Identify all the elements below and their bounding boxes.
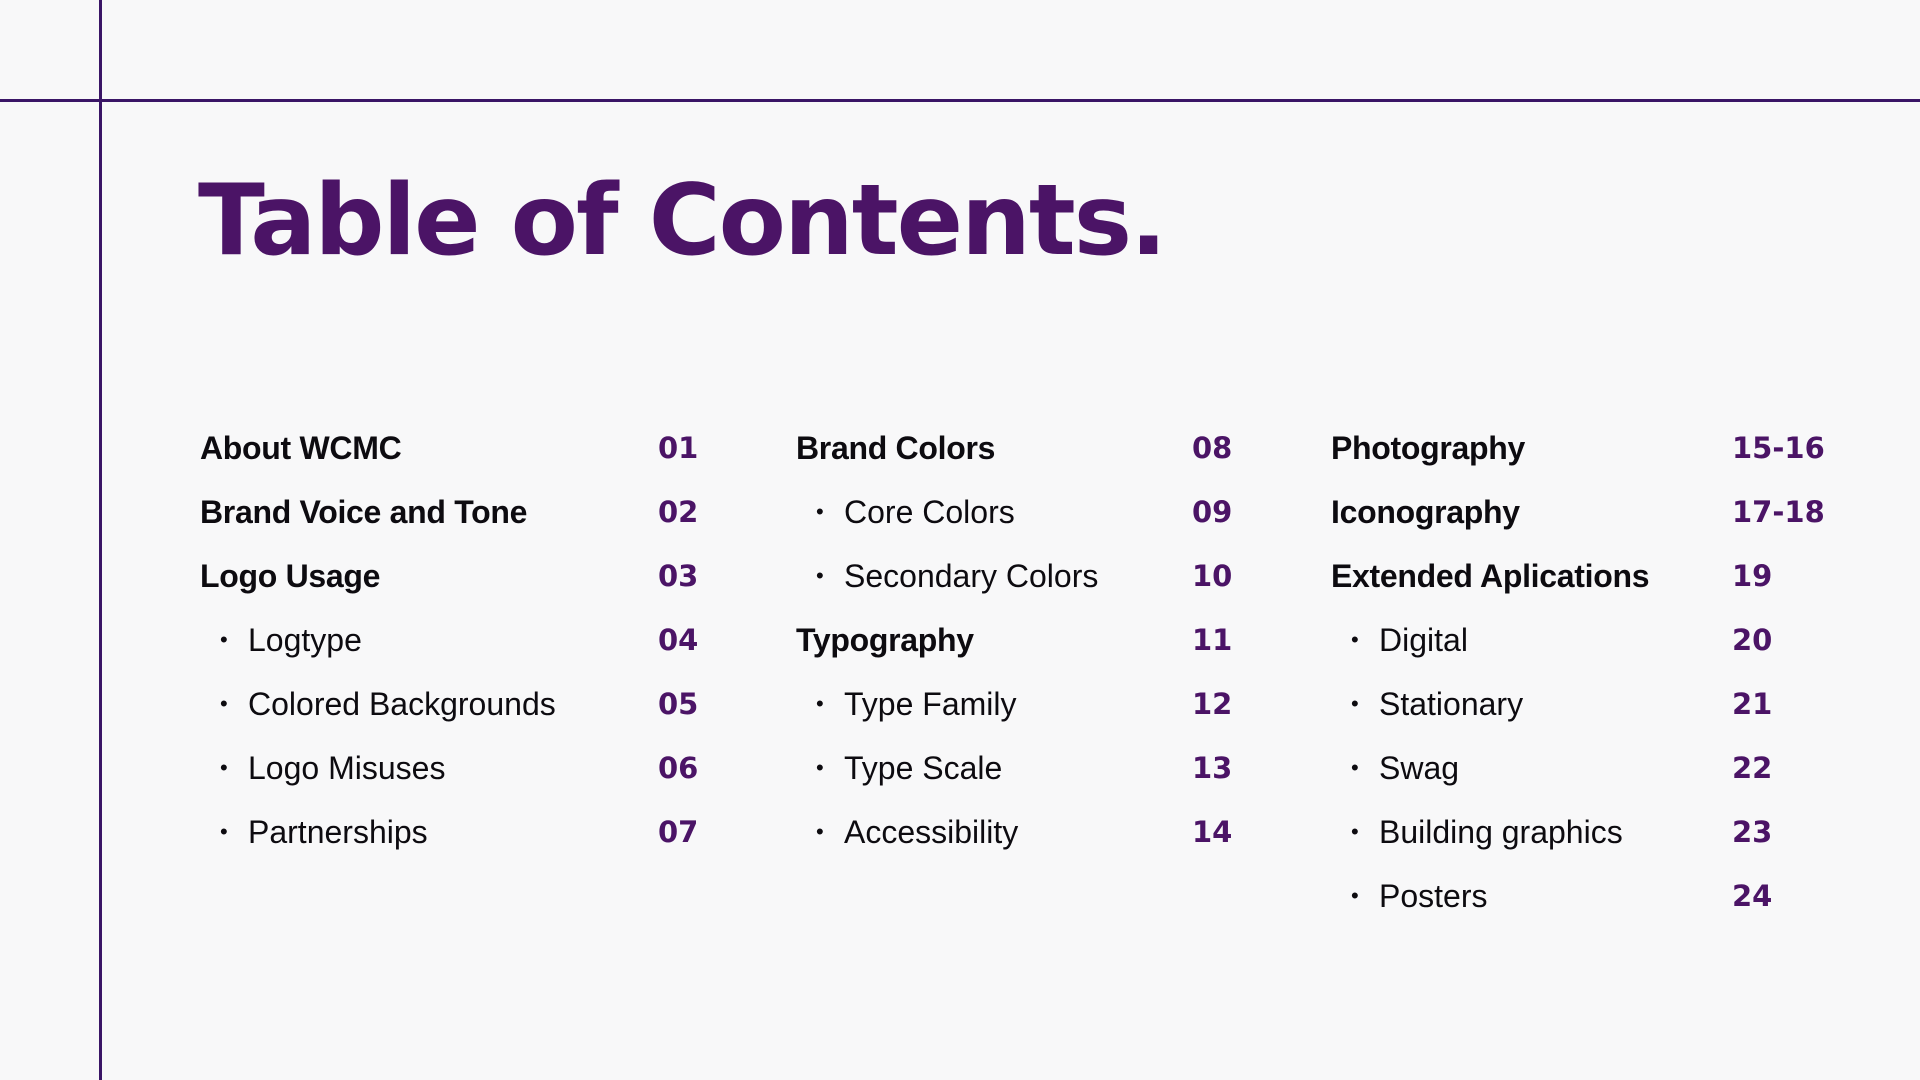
toc-entry[interactable]: Photography 15-16 — [1331, 416, 1825, 480]
toc-column-2: Brand Colors 08 • Core Colors 09 • Secon… — [796, 416, 1233, 864]
bullet-icon: • — [1351, 819, 1359, 844]
toc-subentry-label: Partnerships — [248, 814, 428, 850]
toc-page-number: 21 — [1732, 687, 1773, 721]
toc-entry-label: Brand Colors — [796, 430, 996, 466]
toc-subentry[interactable]: • Type Scale 13 — [796, 736, 1233, 800]
toc-page-number: 07 — [658, 815, 699, 849]
toc-entry-label: Brand Voice and Tone — [200, 494, 528, 530]
bullet-icon: • — [1351, 883, 1359, 908]
toc-subentry-label: Stationary — [1379, 686, 1524, 722]
toc-page-number: 12 — [1192, 687, 1233, 721]
bullet-icon: • — [220, 627, 228, 652]
toc-entry-label: Typography — [796, 622, 974, 658]
toc-subentry-label: Logo Misuses — [248, 750, 446, 786]
toc-subentry[interactable]: • Accessibility 14 — [796, 800, 1233, 864]
bullet-icon: • — [816, 691, 824, 716]
toc-entry[interactable]: Brand Voice and Tone 02 — [200, 480, 699, 544]
toc-subentry[interactable]: • Building graphics 23 — [1331, 800, 1816, 864]
toc-subentry-label: Logtype — [248, 622, 362, 658]
toc-entry-label: Extended Aplications — [1331, 558, 1650, 594]
bullet-icon: • — [220, 755, 228, 780]
toc-page-number: 13 — [1192, 751, 1233, 785]
toc-entry-label: Iconography — [1331, 494, 1520, 530]
toc-subentry[interactable]: • Swag 22 — [1331, 736, 1816, 800]
toc-page-number: 19 — [1732, 559, 1773, 593]
toc-subentry-label: Digital — [1379, 622, 1468, 658]
toc-subentry[interactable]: • Partnerships 07 — [200, 800, 699, 864]
toc-subentry-label: Building graphics — [1379, 814, 1623, 850]
toc-entry[interactable]: Typography 11 — [796, 608, 1233, 672]
page-title: Table of Contents. — [198, 164, 1167, 278]
bullet-icon: • — [1351, 755, 1359, 780]
toc-entry[interactable]: About WCMC 01 — [200, 416, 699, 480]
toc-subentry-label: Colored Backgrounds — [248, 686, 556, 722]
toc-page-number: 11 — [1192, 623, 1233, 657]
toc-column-3: Photography 15-16 Iconography 17-18 Exte… — [1331, 416, 1825, 928]
toc-page-number: 04 — [658, 623, 699, 657]
toc-page-number: 20 — [1732, 623, 1773, 657]
toc-subentry-label: Type Scale — [844, 750, 1003, 786]
toc-entry-label: About WCMC — [200, 430, 402, 466]
toc-page-number: 01 — [658, 431, 699, 465]
horizontal-rule — [0, 99, 1920, 102]
toc-page-number: 23 — [1732, 815, 1773, 849]
bullet-icon: • — [1351, 691, 1359, 716]
toc-entry[interactable]: Logo Usage 03 — [200, 544, 699, 608]
toc-subentry-label: Swag — [1379, 750, 1460, 786]
bullet-icon: • — [816, 499, 824, 524]
toc-subentry[interactable]: • Logo Misuses 06 — [200, 736, 699, 800]
bullet-icon: • — [816, 819, 824, 844]
toc-page-number: 15-16 — [1732, 431, 1825, 465]
toc-subentry-label: Accessibility — [844, 814, 1019, 850]
toc-page-number: 06 — [658, 751, 699, 785]
toc-entry[interactable]: Extended Aplications 19 — [1331, 544, 1816, 608]
toc-page-number: 03 — [658, 559, 699, 593]
bullet-icon: • — [816, 755, 824, 780]
toc-page-number: 02 — [658, 495, 699, 529]
toc-entry[interactable]: Brand Colors 08 — [796, 416, 1233, 480]
toc-subentry[interactable]: • Stationary 21 — [1331, 672, 1816, 736]
toc-subentry[interactable]: • Logtype 04 — [200, 608, 699, 672]
toc-subentry[interactable]: • Secondary Colors 10 — [796, 544, 1233, 608]
toc-subentry[interactable]: • Colored Backgrounds 05 — [200, 672, 699, 736]
toc-page-number: 09 — [1192, 495, 1233, 529]
toc-page-number: 22 — [1732, 751, 1773, 785]
toc-page-number: 05 — [658, 687, 699, 721]
toc-entry[interactable]: Iconography 17-18 — [1331, 480, 1825, 544]
bullet-icon: • — [1351, 627, 1359, 652]
toc-subentry[interactable]: • Posters 24 — [1331, 864, 1816, 928]
toc-subentry-label: Type Family — [844, 686, 1017, 722]
vertical-rule — [99, 0, 102, 1080]
toc-page-number: 10 — [1192, 559, 1233, 593]
toc-entry-label: Logo Usage — [200, 558, 381, 594]
toc-subentry-label: Core Colors — [844, 494, 1015, 530]
toc-column-1: About WCMC 01 Brand Voice and Tone 02 Lo… — [200, 416, 699, 864]
toc-page-number: 08 — [1192, 431, 1233, 465]
bullet-icon: • — [220, 691, 228, 716]
toc-subentry[interactable]: • Core Colors 09 — [796, 480, 1233, 544]
toc-subentry[interactable]: • Type Family 12 — [796, 672, 1233, 736]
toc-subentry-label: Posters — [1379, 878, 1488, 914]
toc-subentry-label: Secondary Colors — [844, 558, 1099, 594]
toc-page-number: 17-18 — [1732, 495, 1825, 529]
bullet-icon: • — [816, 563, 824, 588]
toc-page-number: 24 — [1732, 879, 1773, 913]
bullet-icon: • — [220, 819, 228, 844]
toc-subentry[interactable]: • Digital 20 — [1331, 608, 1816, 672]
toc-page-number: 14 — [1192, 815, 1233, 849]
toc-entry-label: Photography — [1331, 430, 1526, 466]
